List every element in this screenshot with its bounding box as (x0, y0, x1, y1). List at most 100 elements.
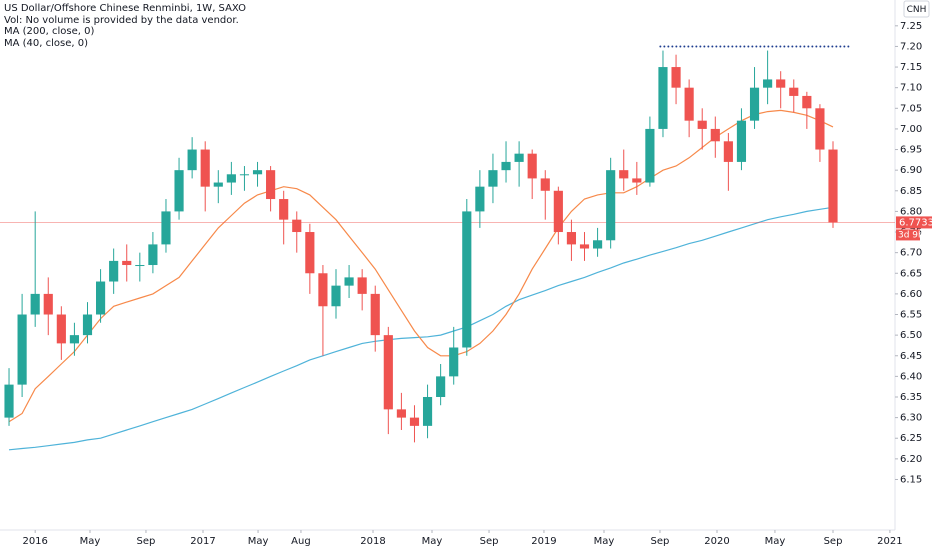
candle-body (331, 285, 341, 307)
candle-body (606, 170, 616, 241)
y-tick-label: 6.50 (900, 330, 922, 341)
candle-body (318, 273, 328, 307)
candle-body (828, 149, 838, 223)
legend-entry: MA (40, close, 0) (4, 37, 89, 49)
candle-body (69, 335, 79, 344)
y-tick-label: 6.90 (900, 165, 922, 176)
legend-note: Vol: No volume is provided by the data v… (4, 14, 239, 26)
y-tick-label: 7.10 (900, 83, 922, 94)
candle-body (200, 149, 210, 187)
x-tick-label: Sep (480, 536, 499, 547)
last-price-badge (896, 216, 932, 229)
candle-body (43, 293, 53, 315)
moving-average-line (8, 109, 834, 423)
candle-body (566, 232, 577, 245)
y-tick-label: 7.05 (900, 103, 922, 114)
candle-body (789, 87, 799, 96)
candle-body (396, 409, 406, 418)
y-tick-label: 6.15 (900, 474, 922, 485)
candle-body (109, 260, 119, 282)
x-tick-label: 2017 (190, 536, 215, 547)
candle-body (305, 232, 315, 274)
countdown-badge (896, 229, 920, 241)
y-tick-label: 6.85 (900, 186, 922, 197)
legend-entry: MA (200, close, 0) (4, 26, 95, 37)
candle-body (122, 260, 132, 266)
x-tick-label: 2020 (704, 536, 729, 547)
y-tick-label: 6.55 (900, 310, 922, 321)
candle-body (252, 170, 263, 175)
candle-body (671, 67, 681, 88)
candle-body (579, 244, 590, 249)
candle-body (802, 95, 812, 109)
candle-body (658, 67, 668, 129)
currency-badge (903, 0, 930, 18)
candle-body (815, 108, 825, 150)
candle-body (527, 153, 537, 179)
y-tick-label: 6.35 (900, 392, 922, 403)
candle-body (370, 293, 380, 336)
y-tick-label: 6.80 (900, 206, 922, 217)
candle-body (697, 120, 707, 129)
candle-body (593, 240, 603, 249)
candle-body (684, 87, 694, 121)
x-tick-label: Sep (651, 536, 670, 547)
candle-body (632, 178, 642, 183)
x-tick-label: May (765, 536, 786, 547)
last-price-label: 6.77330 (899, 217, 932, 228)
candle-body (56, 314, 66, 344)
candle-body (239, 174, 250, 176)
candle-body (422, 396, 433, 426)
candle-body (187, 149, 197, 171)
x-tick-label: Sep (137, 536, 156, 547)
candle-body (383, 335, 393, 410)
candle-body (749, 87, 760, 121)
candle-body (514, 153, 524, 162)
x-tick-label: Aug (291, 536, 311, 547)
candle-body (96, 281, 106, 315)
candle-body (462, 211, 472, 348)
x-tick-label: Sep (824, 536, 843, 547)
x-tick-label: May (422, 536, 443, 547)
moving-average-line (8, 206, 834, 451)
y-tick-label: 6.70 (900, 248, 922, 259)
candle-body (763, 79, 773, 88)
candle-body (82, 314, 93, 336)
legend-title: US Dollar/Offshore Chinese Renminbi, 1W,… (4, 3, 247, 14)
candle-body (357, 277, 367, 294)
x-tick-label: 2021 (877, 536, 902, 547)
y-tick-label: 6.40 (900, 371, 922, 382)
x-tick-label: 2016 (22, 536, 47, 547)
x-tick-label: 2019 (531, 536, 556, 547)
plot-area (0, 45, 895, 451)
x-tick-label: May (594, 536, 615, 547)
candle-body (776, 79, 786, 88)
countdown-label: 3d 9h (898, 230, 924, 240)
y-tick-label: 6.20 (900, 454, 922, 465)
candle-body (409, 417, 420, 426)
y-tick-label: 6.95 (900, 145, 922, 156)
candle-body (213, 182, 223, 187)
candle-body (226, 174, 236, 183)
y-tick-label: 7.25 (900, 21, 922, 32)
candle-body (148, 244, 158, 266)
y-tick-label: 6.45 (900, 351, 922, 362)
candle-body (30, 293, 40, 315)
candle-body (723, 141, 733, 162)
candle-body (619, 170, 629, 179)
candle-body (736, 120, 747, 162)
y-tick-label: 7.15 (900, 62, 922, 73)
x-tick-label: May (80, 536, 101, 547)
y-tick-label: 6.25 (900, 433, 922, 444)
y-tick-label: 7.00 (900, 124, 922, 135)
currency-label: CNH (907, 5, 927, 15)
candle-body (436, 376, 446, 397)
candle-body (501, 161, 511, 171)
legend: US Dollar/Offshore Chinese Renminbi, 1W,… (4, 3, 246, 49)
candle-body (135, 265, 145, 267)
candle-body (475, 186, 485, 212)
candle-body (279, 199, 289, 220)
y-tick-label: 6.60 (900, 289, 922, 300)
